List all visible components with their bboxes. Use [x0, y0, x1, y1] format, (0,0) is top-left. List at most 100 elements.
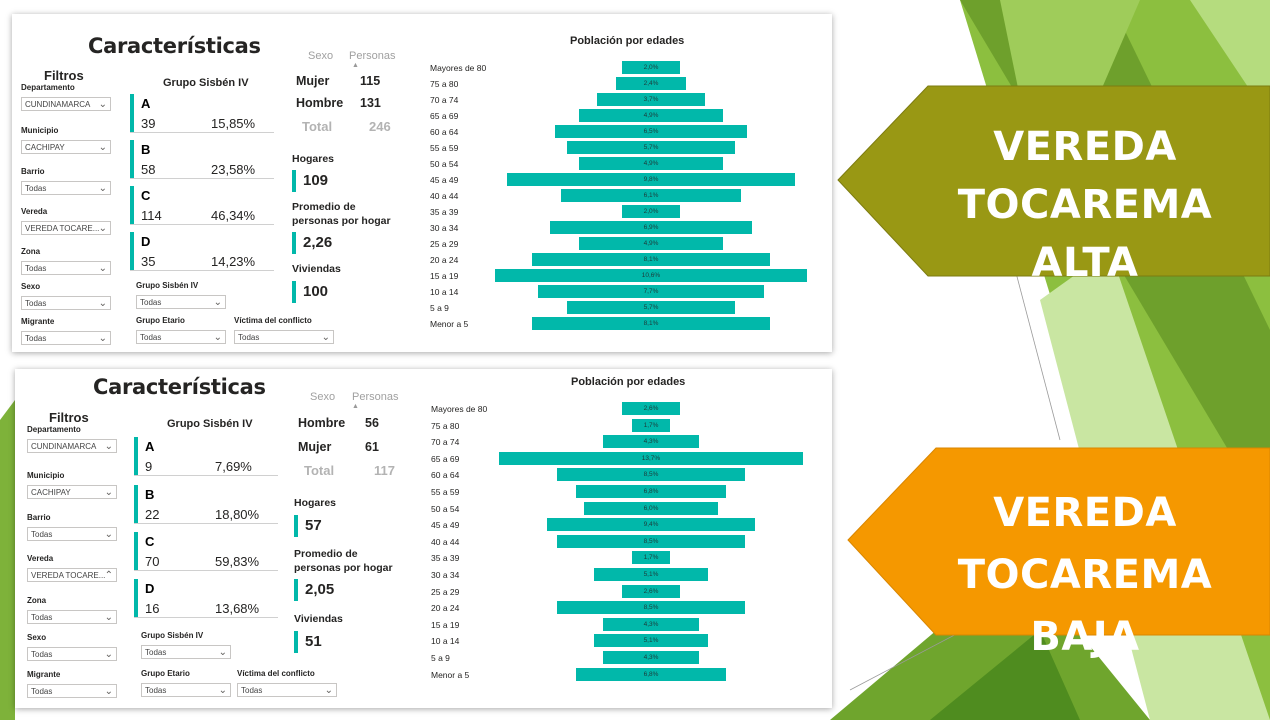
population-bar[interactable]: 8,5% [556, 601, 746, 615]
filter-dropdown-vereda[interactable]: VEREDA TOCARE... ⌃ [27, 568, 117, 582]
filter-dropdown-extra[interactable]: Todas ⌄ [234, 330, 334, 344]
filter-dropdown-municipio[interactable]: CACHIPAY ⌄ [27, 485, 117, 499]
filter-dropdown-extra[interactable]: Todas ⌄ [136, 330, 226, 344]
population-bar[interactable]: 9,8% [506, 173, 796, 186]
population-bar[interactable]: 8,1% [531, 317, 771, 330]
filter-dropdown-departamento[interactable]: CUNDINAMARCA ⌄ [21, 97, 111, 111]
arrow-baja-line2: TOCAREMA BAJA [957, 552, 1213, 660]
age-group-label: 75 a 80 [430, 79, 459, 89]
filter-dropdown-vereda[interactable]: VEREDA TOCARE... ⌄ [21, 221, 111, 235]
population-bar[interactable]: 5,1% [594, 634, 708, 648]
population-bar[interactable]: 2,6% [622, 584, 680, 598]
population-bar[interactable]: 4,3% [603, 435, 699, 449]
sisben-group-letter: D [145, 581, 155, 596]
chart-title: Población por edades [570, 35, 685, 47]
sex-row-label: Hombre [296, 96, 344, 110]
population-bar[interactable]: 4,9% [578, 157, 724, 170]
population-bar[interactable]: 1,7% [632, 551, 670, 565]
population-bar[interactable]: 2,0% [621, 205, 681, 218]
arrow-baja-line1: VEREDA [993, 490, 1177, 536]
sisben-group-letter: C [145, 534, 155, 549]
kpi-label-line2: personas por hogar [292, 215, 391, 227]
population-bar[interactable]: 2,6% [622, 402, 680, 415]
population-bar[interactable]: 6,8% [575, 667, 727, 681]
population-bar[interactable]: 8,5% [556, 468, 746, 482]
chevron-down-icon: ⌄ [104, 686, 113, 697]
filter-dropdown-sexo[interactable]: Todas ⌄ [21, 296, 111, 310]
population-bar[interactable]: 13,7% [498, 451, 804, 465]
population-bar[interactable]: 8,5% [556, 534, 746, 548]
kpi-label-line1: Promedio de [294, 548, 358, 560]
filter-label-municipio: Municipio [27, 471, 65, 480]
filter-label-sexo: Sexo [27, 633, 47, 642]
population-bar[interactable]: 6,9% [549, 221, 753, 234]
dropdown-value: Todas [25, 264, 47, 273]
age-group-label: Menor a 5 [431, 669, 470, 680]
dropdown-value: Todas [31, 530, 53, 539]
population-bar[interactable]: 4,9% [578, 237, 724, 250]
filter-label-extra: Grupo Sisbén IV [136, 281, 199, 290]
chevron-down-icon: ⌄ [104, 612, 113, 623]
filter-dropdown-zona[interactable]: Todas ⌄ [21, 261, 111, 275]
filter-dropdown-barrio[interactable]: Todas ⌄ [27, 527, 117, 541]
population-bar[interactable]: 4,9% [578, 109, 724, 122]
filter-dropdown-migrante[interactable]: Todas ⌄ [27, 684, 117, 698]
population-bar[interactable]: 6,1% [561, 189, 741, 202]
population-bar[interactable]: 6,5% [555, 125, 747, 138]
sex-total-value: 117 [374, 463, 395, 478]
population-bar[interactable]: 5,1% [594, 568, 708, 581]
age-group-label: 30 a 34 [431, 570, 460, 580]
kpi-label: Hogares [294, 496, 336, 510]
sisben-group-count: 39 [141, 116, 156, 131]
chevron-down-icon: ⌄ [98, 223, 107, 234]
filter-label-migrante: Migrante [27, 670, 61, 679]
filter-dropdown-municipio[interactable]: CACHIPAY ⌄ [21, 140, 111, 154]
kpi-accent [294, 579, 298, 601]
chevron-down-icon: ⌄ [98, 298, 107, 309]
population-bar[interactable]: 10,6% [495, 269, 807, 282]
filter-dropdown-barrio[interactable]: Todas ⌄ [21, 181, 111, 195]
filter-dropdown-departamento[interactable]: CUNDINAMARCA ⌄ [27, 439, 117, 453]
age-group-label: 15 a 19 [431, 619, 460, 630]
age-group-label: 5 a 9 [431, 653, 450, 663]
filter-dropdown-sexo[interactable]: Todas ⌄ [27, 647, 117, 661]
filter-dropdown-extra[interactable]: Todas ⌄ [141, 683, 231, 697]
chevron-down-icon: ⌄ [104, 487, 113, 498]
sisben-group-count: 16 [145, 601, 160, 616]
age-group-label: 60 a 64 [431, 470, 460, 481]
chevron-down-icon: ⌄ [98, 99, 107, 110]
sisben-card-accent [130, 232, 134, 270]
chevron-down-icon: ⌄ [98, 183, 107, 194]
sort-up-icon[interactable]: ▲ [352, 403, 359, 410]
population-bar[interactable]: 4,3% [603, 617, 699, 631]
sex-total-value: 246 [369, 119, 391, 134]
population-bar[interactable]: 1,7% [632, 418, 670, 432]
filter-dropdown-migrante[interactable]: Todas ⌄ [21, 331, 111, 345]
population-bar[interactable]: 8,1% [531, 253, 771, 266]
population-bar[interactable]: 2,0% [621, 61, 681, 74]
population-bar[interactable]: 6,0% [584, 501, 718, 515]
sisben-group-letter: B [145, 487, 155, 502]
age-group-label: 40 a 44 [431, 536, 460, 547]
kpi-label-line1: Promedio de [292, 201, 356, 213]
filter-dropdown-extra[interactable]: Todas ⌄ [136, 295, 226, 309]
dashboard-panel-alta: Características Filtros Grupo Sisbén IV … [12, 14, 832, 352]
filter-dropdown-extra[interactable]: Todas ⌄ [237, 683, 337, 697]
dropdown-value: Todas [238, 333, 260, 342]
age-group-label: 10 a 14 [431, 636, 460, 647]
population-bar[interactable]: 9,4% [546, 518, 756, 532]
population-bar[interactable]: 4,3% [603, 651, 699, 664]
population-bar[interactable]: 2,4% [615, 77, 687, 90]
population-bar[interactable]: 5,7% [567, 301, 735, 314]
filter-dropdown-zona[interactable]: Todas ⌄ [27, 610, 117, 624]
filter-dropdown-extra[interactable]: Todas ⌄ [141, 645, 231, 659]
chevron-down-icon: ⌄ [104, 441, 113, 452]
chevron-down-icon: ⌄ [213, 297, 222, 308]
population-bar[interactable]: 3,7% [596, 93, 706, 106]
population-bar[interactable]: 5,7% [567, 141, 735, 154]
kpi-value: 2,05 [305, 581, 335, 598]
arrow-shape-baja [847, 447, 1270, 636]
population-bar[interactable]: 6,8% [575, 485, 727, 498]
population-bar[interactable]: 7,7% [537, 285, 765, 298]
sort-up-icon[interactable]: ▲ [352, 62, 359, 69]
